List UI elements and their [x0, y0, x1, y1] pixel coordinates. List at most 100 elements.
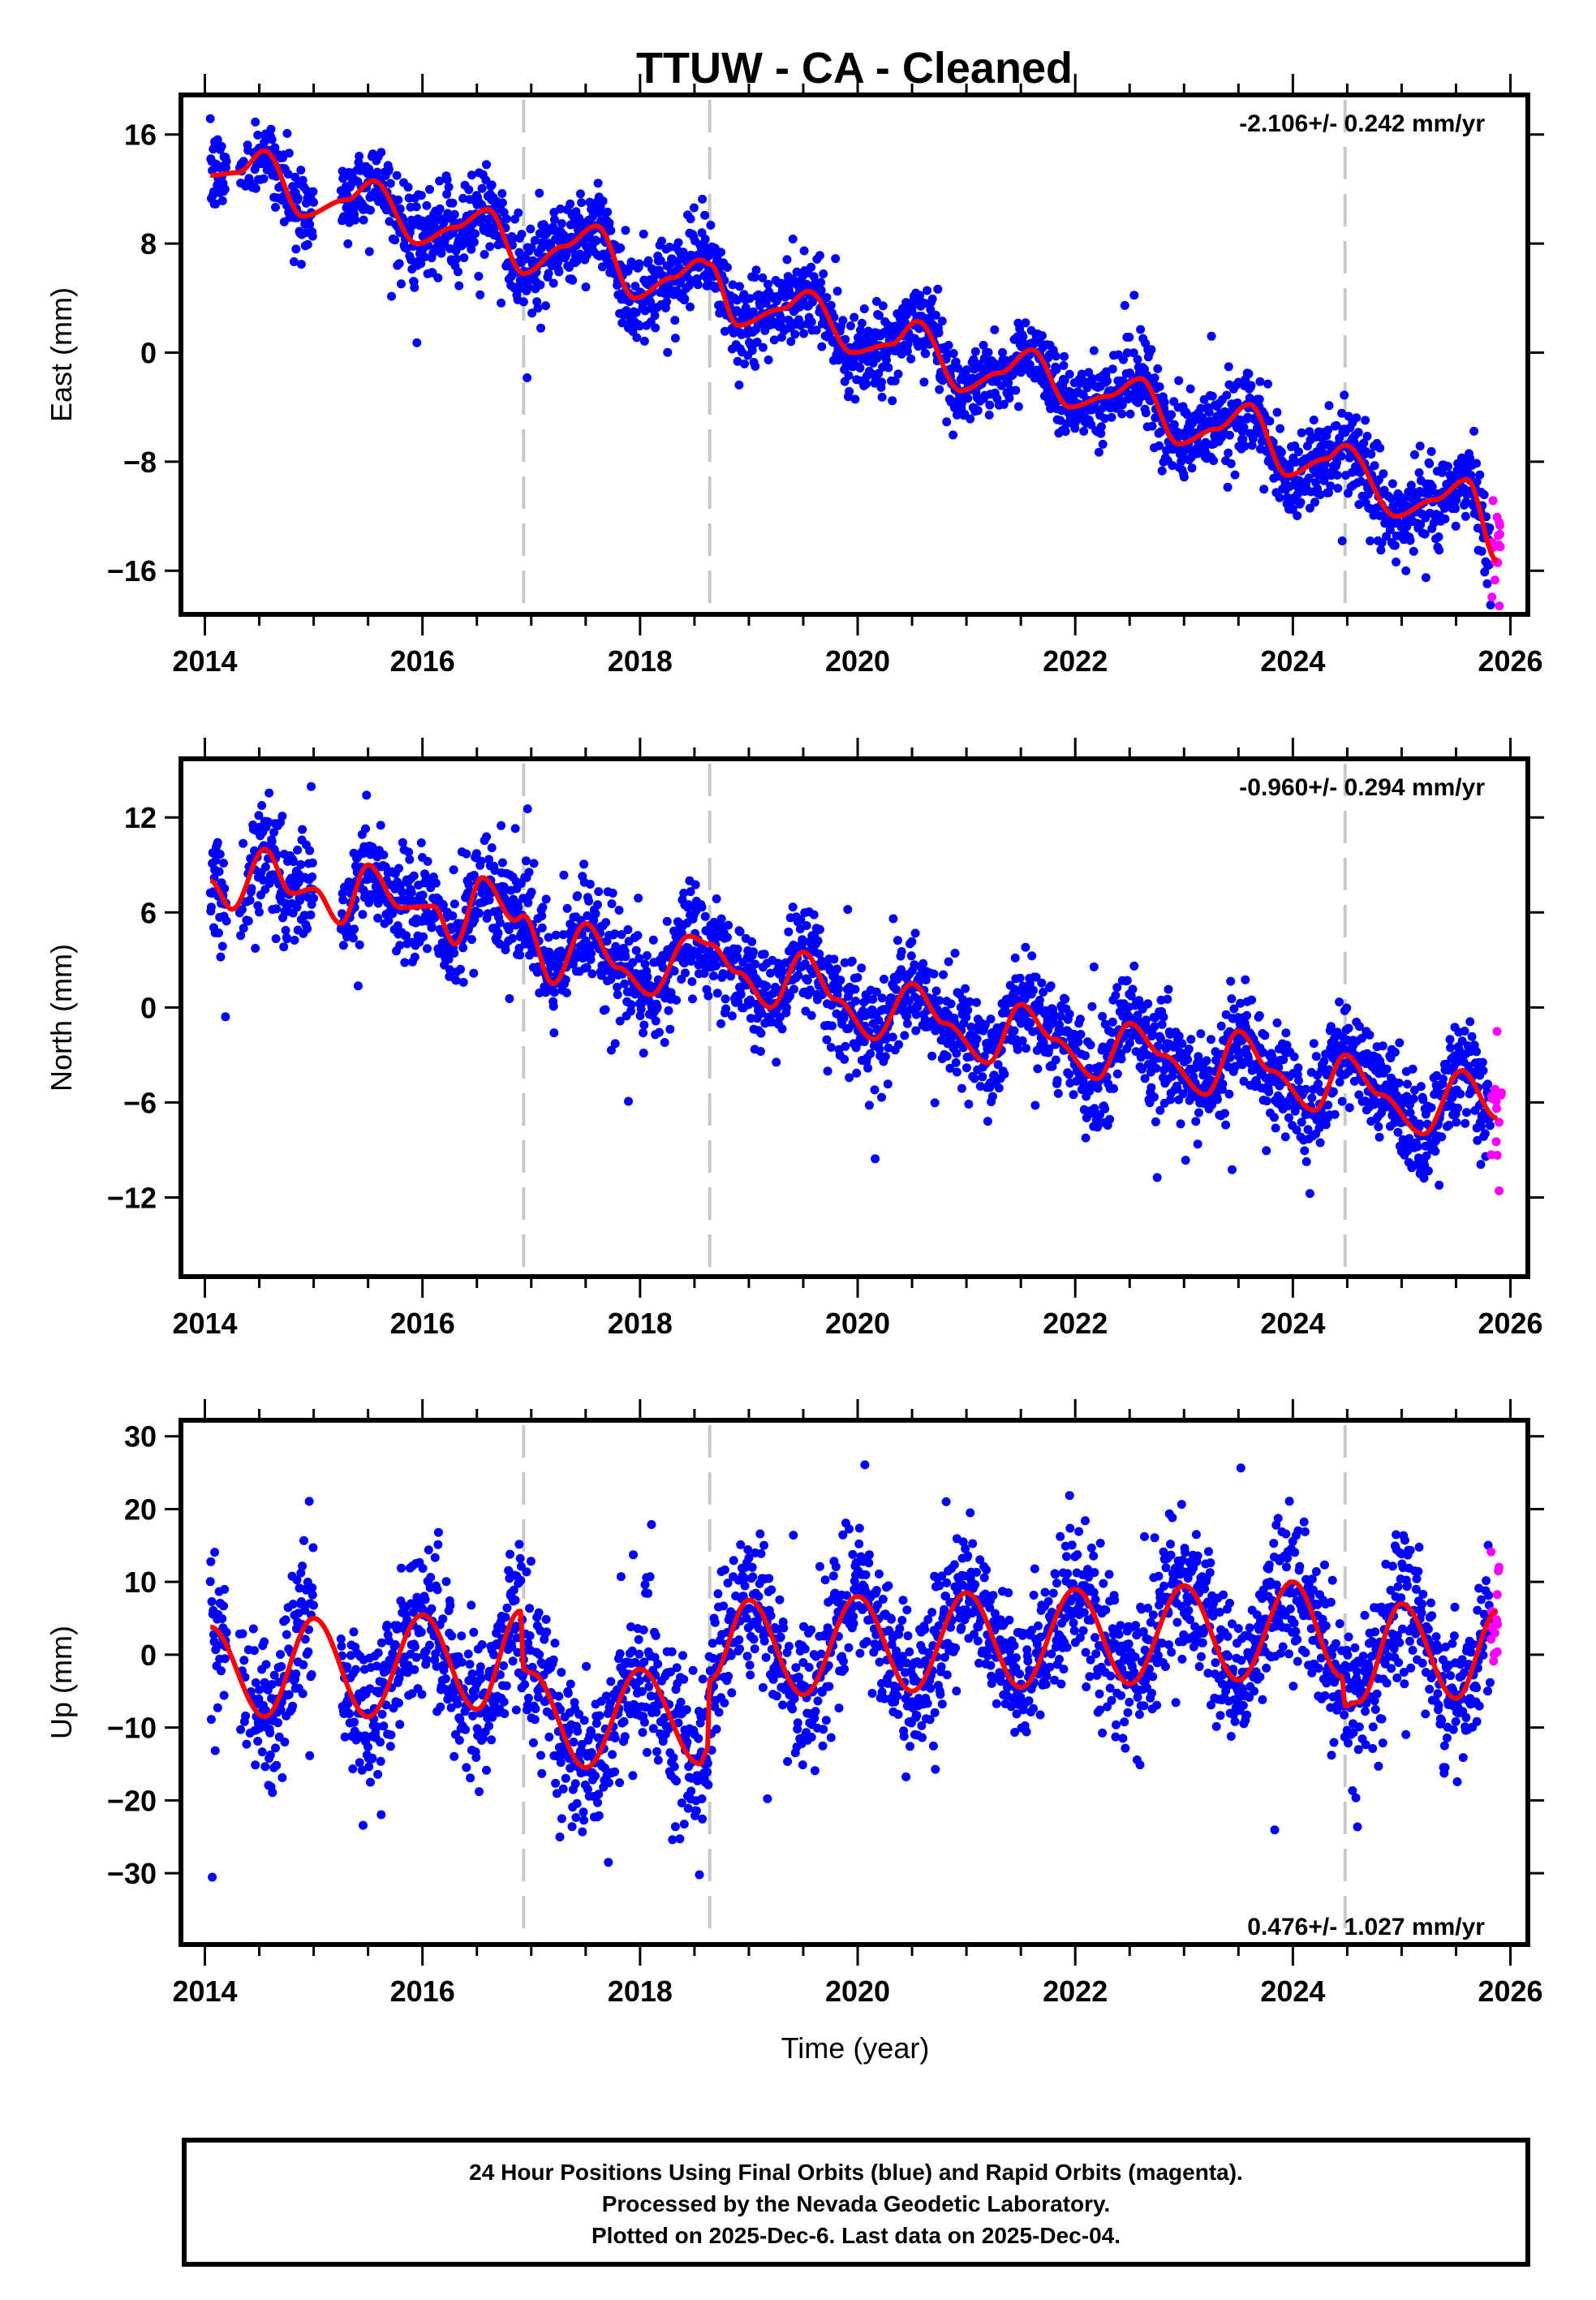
- data-point: [548, 278, 558, 288]
- data-point: [1472, 459, 1482, 468]
- data-point: [1272, 407, 1282, 417]
- data-point: [482, 832, 491, 842]
- data-point: [693, 280, 703, 290]
- data-point: [1035, 995, 1044, 1005]
- data-point: [931, 310, 940, 320]
- data-point: [786, 337, 796, 347]
- data-point: [620, 979, 630, 988]
- data-point: [306, 910, 316, 920]
- data-point: [1076, 1030, 1086, 1039]
- data-point: [656, 256, 665, 265]
- data-point: [816, 278, 826, 287]
- data-point: [630, 282, 640, 291]
- data-point: [1293, 1063, 1303, 1073]
- data-point: [1179, 472, 1189, 482]
- data-point: [716, 914, 726, 924]
- data-point: [1117, 409, 1127, 419]
- data-point: [527, 308, 537, 318]
- data-point: [439, 218, 449, 227]
- data-point: [819, 269, 828, 278]
- data-point: [1269, 1113, 1279, 1122]
- data-point: [433, 273, 443, 282]
- data-point: [1133, 355, 1142, 364]
- data-point: [662, 297, 672, 307]
- data-point: [549, 215, 559, 225]
- data-point: [284, 149, 294, 158]
- data-point: [937, 317, 947, 326]
- data-point: [1037, 331, 1047, 341]
- data-point: [351, 215, 360, 225]
- data-point: [836, 976, 845, 985]
- data-point: [1011, 385, 1021, 395]
- data-point: [1176, 1119, 1185, 1129]
- data-point: [1191, 1117, 1201, 1126]
- data-point: [670, 334, 680, 343]
- data-point: [1263, 379, 1272, 389]
- data-point: [832, 286, 842, 296]
- data-point: [697, 902, 707, 912]
- data-point: [616, 243, 626, 252]
- data-point: [1403, 1079, 1412, 1089]
- data-point: [639, 1028, 648, 1038]
- data-point: [686, 214, 695, 224]
- data-point: [1218, 1079, 1228, 1089]
- data-point: [826, 1043, 836, 1052]
- data-point: [222, 157, 231, 166]
- data-point: [1426, 446, 1436, 456]
- data-point: [946, 999, 956, 1009]
- data-point: [935, 385, 944, 394]
- data-point: [852, 1068, 862, 1078]
- data-point: [722, 932, 732, 942]
- data-point: [1222, 390, 1232, 400]
- data-point: [450, 209, 459, 219]
- data-point: [372, 167, 382, 177]
- data-point: [1366, 536, 1375, 545]
- data-point: [890, 376, 900, 385]
- data-point: [1486, 601, 1495, 609]
- data-point: [279, 942, 289, 952]
- data-point: [1016, 368, 1026, 377]
- data-point: [807, 1010, 816, 1020]
- data-point: [222, 916, 231, 926]
- data-point: [290, 172, 300, 182]
- rapid-data-point: [1494, 531, 1503, 541]
- data-point: [745, 294, 755, 304]
- data-point: [893, 369, 903, 379]
- data-point: [843, 905, 853, 915]
- data-point: [474, 271, 484, 281]
- data-point: [395, 941, 405, 950]
- data-point: [1052, 1075, 1062, 1085]
- data-point: [221, 1012, 230, 1022]
- data-point: [1021, 942, 1030, 952]
- data-point: [298, 825, 308, 834]
- data-point: [952, 1049, 961, 1058]
- data-point: [475, 908, 484, 918]
- data-point: [1151, 1117, 1160, 1126]
- data-point: [949, 430, 958, 440]
- data-point: [1370, 461, 1379, 471]
- data-point: [963, 394, 973, 403]
- data-point: [736, 989, 746, 999]
- data-point: [631, 308, 641, 317]
- data-point: [678, 248, 688, 257]
- data-point: [1163, 994, 1172, 1004]
- data-point: [1434, 532, 1443, 541]
- data-point: [541, 301, 550, 311]
- data-point: [985, 400, 995, 410]
- data-point: [953, 364, 963, 373]
- data-point: [431, 878, 441, 888]
- data-point: [850, 312, 859, 322]
- data-point: [1255, 377, 1265, 386]
- data-point: [1305, 1189, 1314, 1199]
- data-point: [459, 253, 469, 263]
- data-point: [601, 918, 611, 928]
- data-point: [1307, 1093, 1317, 1103]
- data-point: [1015, 973, 1025, 983]
- data-point: [303, 239, 312, 249]
- data-point: [600, 1005, 610, 1014]
- data-point: [1265, 416, 1275, 426]
- data-point: [807, 262, 816, 272]
- data-point: [355, 152, 364, 161]
- data-point: [709, 971, 718, 980]
- data-point: [1460, 511, 1470, 521]
